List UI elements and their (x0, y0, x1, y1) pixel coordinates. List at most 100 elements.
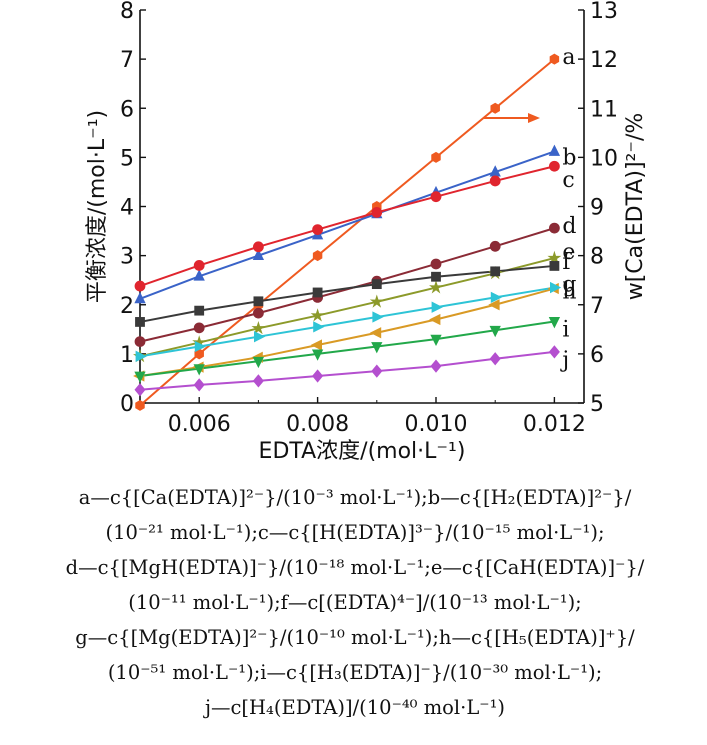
y-left-tick-label: 0 (120, 392, 134, 417)
series-label-f: f (562, 250, 572, 275)
y-axis-label-right: w[Ca(EDTA)]²⁻/% (623, 113, 648, 301)
x-tick-label: 0.012 (523, 412, 586, 437)
y-left-tick-label: 2 (120, 294, 134, 319)
y-left-tick-label: 4 (120, 196, 134, 221)
data-point-e (310, 308, 325, 322)
data-point-a (490, 102, 500, 114)
y-right-tick-label: 8 (590, 245, 604, 270)
data-point-a (549, 53, 560, 65)
data-point-j (252, 374, 264, 388)
data-point-j (430, 359, 442, 373)
data-point-i (371, 342, 383, 354)
y-left-tick-label: 1 (120, 343, 134, 368)
series-label-a: a (562, 45, 575, 70)
series-label-h: h (562, 280, 576, 305)
data-point-b (193, 269, 205, 281)
data-point-d (252, 307, 264, 319)
data-point-b (548, 144, 561, 156)
y-left-tick-label: 3 (120, 245, 134, 270)
data-point-i (134, 371, 146, 383)
data-point-c (134, 280, 146, 292)
series-label-c: c (562, 168, 574, 193)
y-right-tick-label: 7 (590, 294, 604, 319)
data-point-e (429, 280, 443, 294)
chart: 0.006 0.008 0.010 0.01201234567856789101112… (85, 0, 648, 464)
data-point-b (252, 248, 265, 261)
series-label-e: e (562, 240, 575, 265)
caption-line-3: d—c{[MgH(EDTA)]⁻}/(10⁻¹⁸ mol·L⁻¹;e—c{[Ca… (65, 556, 645, 579)
x-tick-label: 0.008 (286, 412, 349, 437)
series-line-e (139, 257, 555, 358)
data-point-c (371, 206, 383, 218)
data-point-c (430, 191, 442, 203)
x-tick-label: 0.010 (405, 412, 468, 437)
data-point-c (193, 260, 205, 271)
data-point-d (489, 240, 501, 252)
series-line-c (139, 165, 555, 288)
x-tick-label: 0.006 (168, 412, 231, 437)
series-lines (139, 58, 556, 407)
data-point-f (431, 271, 441, 282)
y-right-tick-label: 13 (590, 0, 618, 24)
y-left-tick-label: 7 (120, 48, 134, 73)
series-line-b (139, 150, 555, 300)
data-point-c (549, 160, 560, 172)
data-point-d (193, 322, 205, 334)
data-point-f (371, 279, 382, 290)
series-line-i (139, 320, 555, 377)
data-point-e (547, 250, 562, 265)
data-point-h (194, 340, 207, 353)
tick-labels: 0.006 0.008 0.010 0.01201234567856789101112… (120, 0, 618, 437)
y-left-tick-label: 5 (120, 146, 134, 171)
data-point-g (488, 299, 500, 311)
caption-line-2: (10⁻²¹ mol·L⁻¹);c—c{[H(EDTA)]³⁻}/(10⁻¹⁵ … (105, 521, 605, 544)
arrow-head-icon (528, 113, 540, 123)
series-label-b: b (562, 145, 576, 170)
series-line-f (139, 264, 555, 323)
data-point-h (431, 301, 443, 313)
data-point-g (429, 313, 441, 326)
data-point-h (490, 291, 503, 304)
data-point-c (312, 224, 324, 235)
caption-line-5: g—c{[Mg(EDTA)]²⁻}/(10⁻¹⁰ mol·L⁻¹);h—c{[H… (75, 626, 635, 649)
data-point-h (372, 311, 384, 323)
figure-caption: a—c{[Ca(EDTA)]²⁻}/(10⁻³ mol·L⁻¹);b—c{[H₂… (30, 480, 680, 725)
data-point-i (311, 349, 324, 361)
data-point-j (548, 345, 560, 359)
data-point-e (369, 294, 384, 308)
series-line-h (139, 286, 555, 358)
right-axis-arrow (484, 113, 540, 123)
y-axis-label-left: 平衡浓度/(mol·L⁻¹) (85, 110, 110, 303)
caption-line-1: a—c{[Ca(EDTA)]²⁻}/(10⁻³ mol·L⁻¹);b—c{[H₂… (78, 486, 632, 509)
y-left-tick-label: 6 (120, 97, 134, 122)
data-point-c (489, 175, 501, 187)
data-point-i (489, 325, 501, 338)
data-point-i (252, 356, 265, 369)
series-line-j (139, 350, 555, 391)
data-point-d (549, 222, 560, 234)
data-point-j (371, 364, 383, 378)
data-point-f (312, 287, 323, 298)
x-axis-label: EDTA浓度/(mol·L⁻¹) (259, 439, 466, 464)
data-point-d (134, 336, 146, 347)
series-label-g: g (562, 273, 576, 298)
data-point-c (252, 241, 264, 253)
data-point-f (549, 261, 560, 271)
data-point-j (193, 378, 205, 392)
series-label-j: j (559, 348, 569, 373)
y-right-tick-label: 9 (590, 196, 604, 221)
y-right-tick-label: 6 (590, 343, 604, 368)
series-label-d: d (562, 214, 576, 239)
y-right-tick-label: 12 (590, 48, 618, 73)
y-right-tick-label: 5 (590, 392, 604, 417)
data-point-h (550, 281, 562, 294)
data-point-d (430, 258, 442, 270)
series-label-i: i (562, 317, 569, 342)
data-point-a (135, 399, 145, 411)
caption-line-7: j—c[H₄(EDTA)]/(10⁻⁴⁰ mol·L⁻¹) (204, 696, 506, 719)
data-point-a (431, 151, 441, 163)
data-point-g (369, 327, 382, 339)
data-point-j (489, 352, 501, 366)
data-point-f (490, 266, 501, 277)
